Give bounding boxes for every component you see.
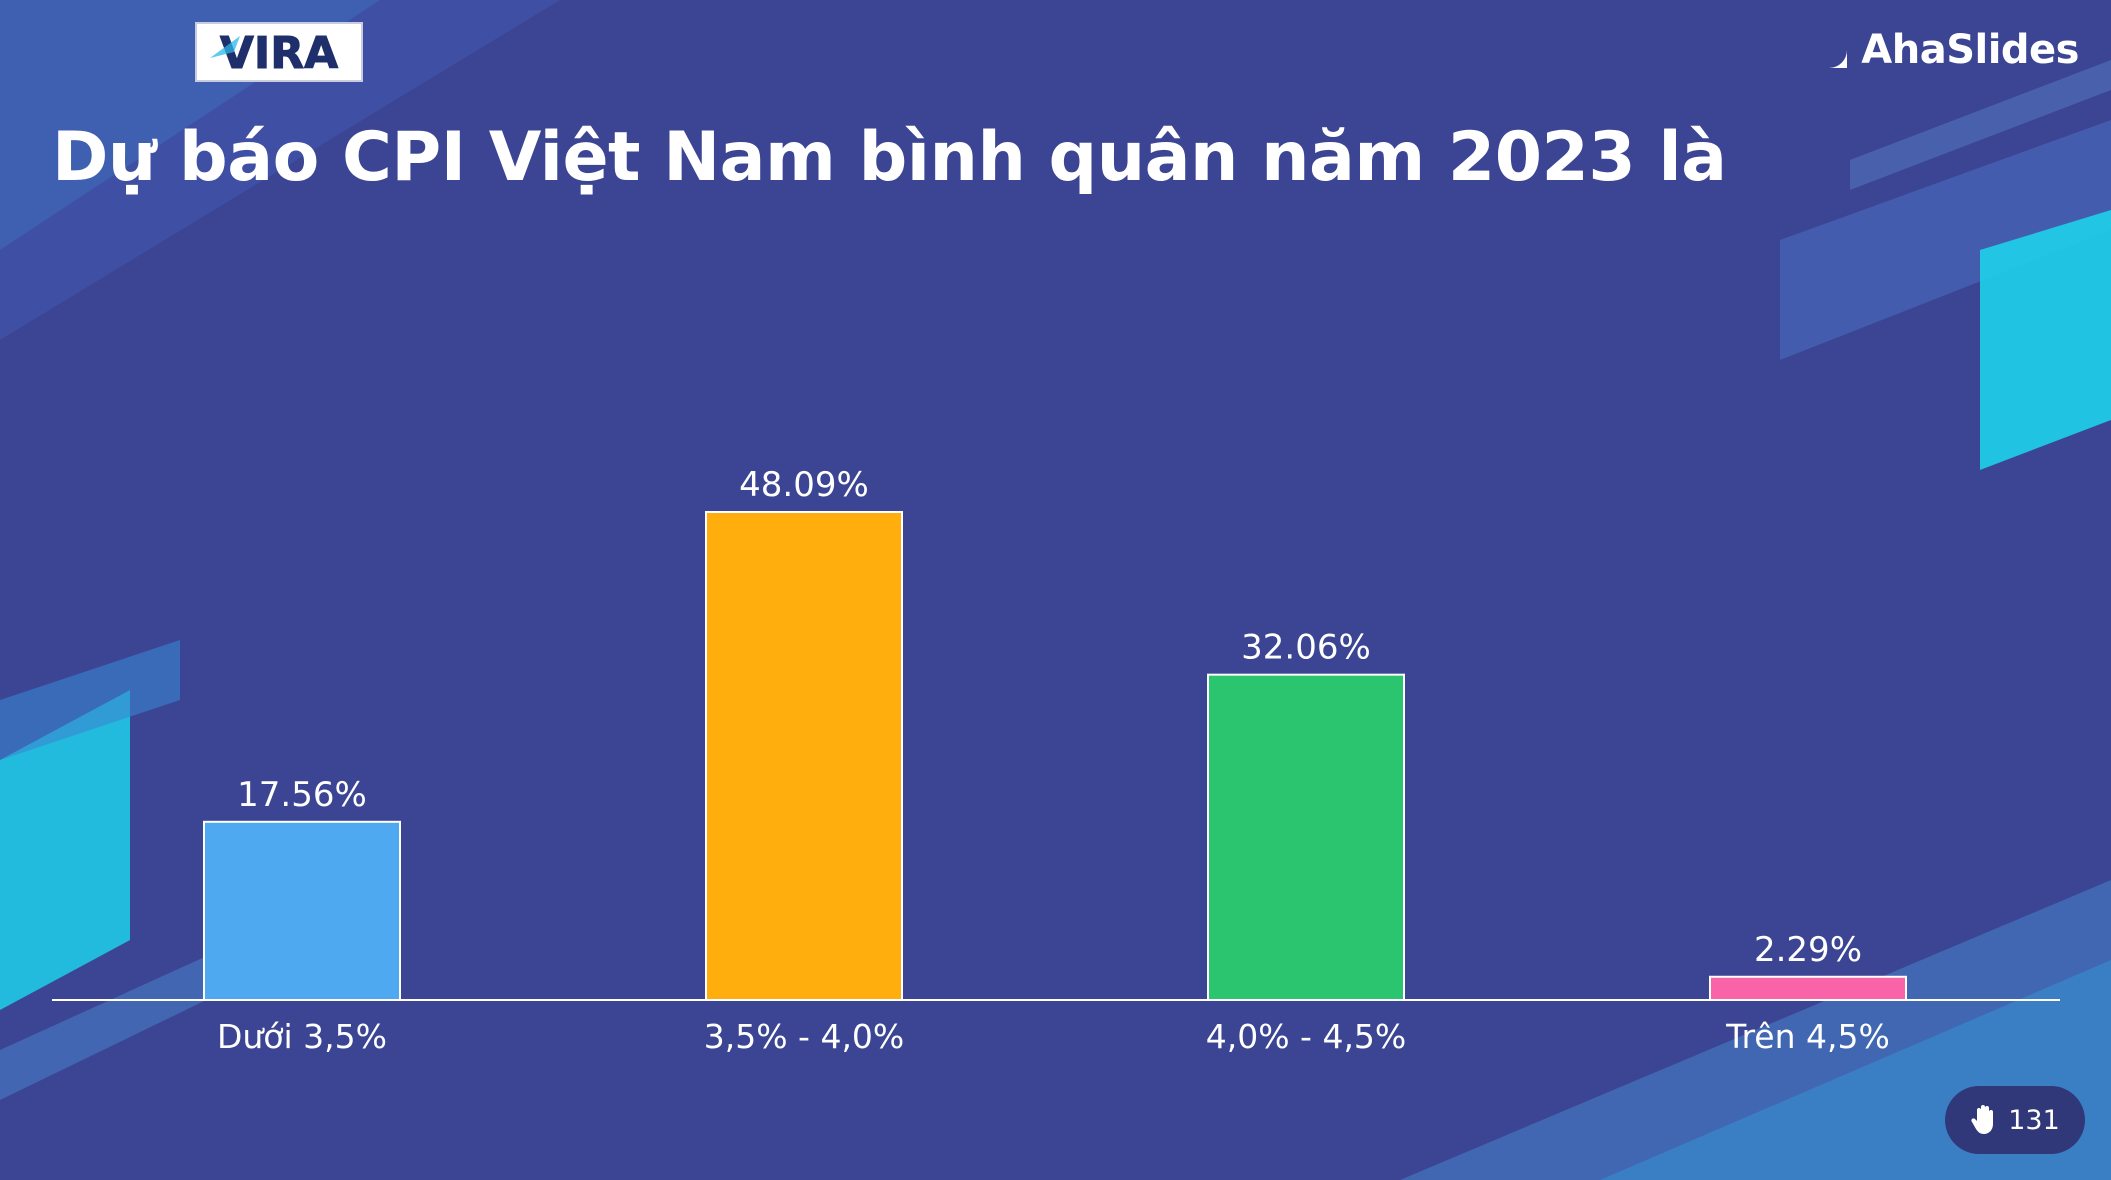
bar-value-label: 17.56% (237, 775, 367, 815)
bar-value-label: 48.09% (739, 465, 869, 505)
response-count-badge[interactable]: 131 (1945, 1086, 2085, 1154)
bar-value-label: 32.06% (1241, 628, 1371, 668)
category-label: 4,0% - 4,5% (1206, 1017, 1407, 1056)
response-count: 131 (2008, 1104, 2060, 1136)
category-label: Dưới 3,5% (217, 1017, 387, 1056)
svg-text:VIRA: VIRA (220, 28, 338, 76)
bar-group (203, 511, 1907, 1002)
bar-2 (705, 511, 903, 1001)
vira-wordmark: VIRA (210, 28, 339, 76)
category-label: Trên 4,5% (1725, 1017, 1890, 1056)
bar-4 (1709, 975, 1907, 1001)
bar-value-label: 2.29% (1754, 930, 1862, 970)
brand-name: AhaSlides (1861, 27, 2079, 73)
label-group: 17.56% Dưới 3,5% 48.09% 3,5% - 4,0% 32.06% 4,… (217, 465, 1890, 1056)
ahaslides-logo-icon (1811, 32, 1848, 68)
vira-logo: VIRA (195, 22, 363, 82)
bar-3 (1207, 673, 1405, 1002)
bar-1 (203, 820, 401, 1001)
page-title: Dự báo CPI Việt Nam bình quân năm 2023 l… (52, 118, 1727, 197)
category-label: 3,5% - 4,0% (704, 1017, 905, 1056)
hand-icon (1971, 1105, 1994, 1134)
ahaslides-brand: AhaSlides (1807, 24, 2079, 76)
